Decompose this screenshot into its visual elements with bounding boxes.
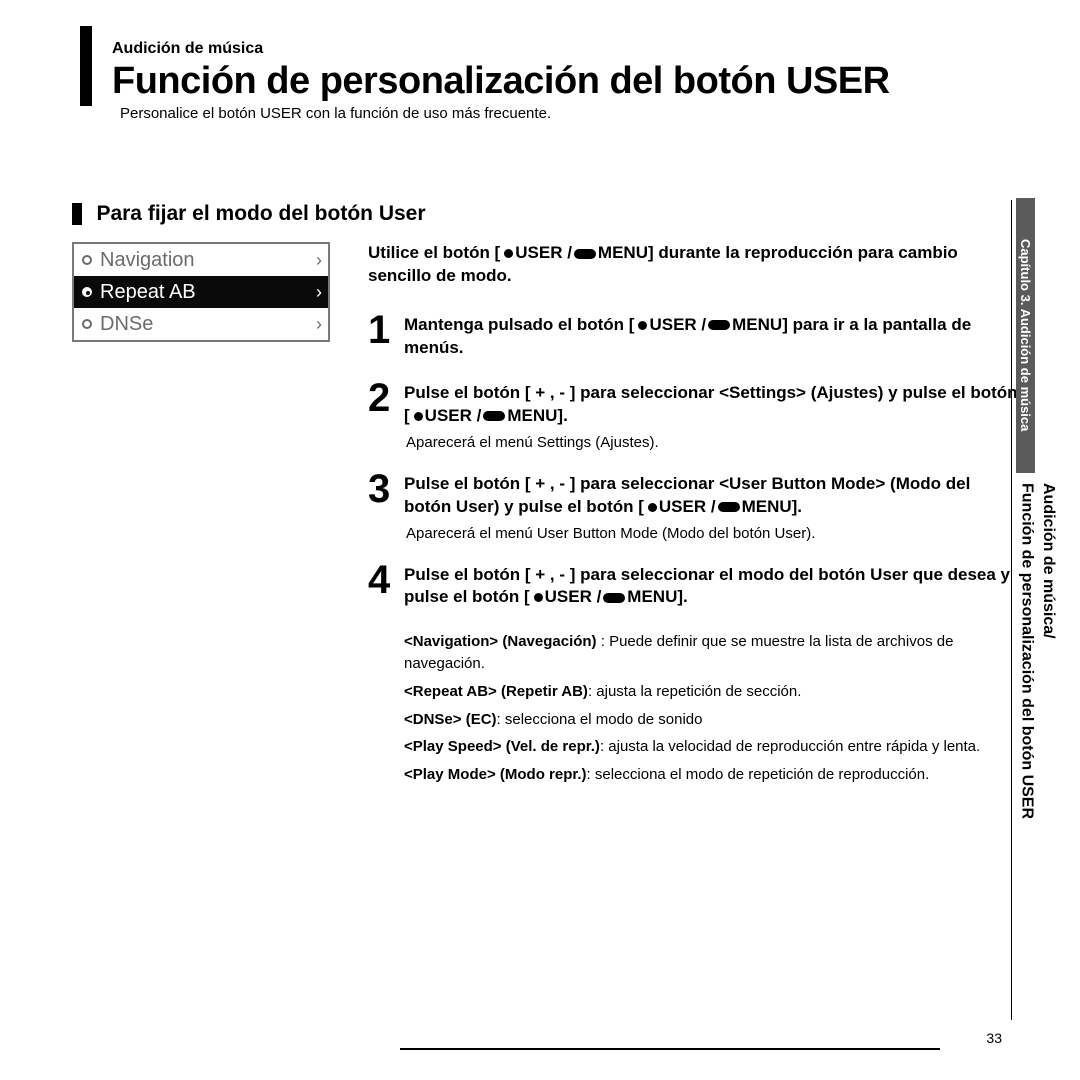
step-title: Pulse el botón [ + , - ] para selecciona… xyxy=(404,473,1020,519)
dot-icon xyxy=(504,249,513,258)
lead-pre: Utilice el botón [ xyxy=(368,243,500,262)
manual-page: Audición de música Función de personaliz… xyxy=(0,0,1080,1080)
radio-unselected-icon xyxy=(82,319,92,329)
page-number: 33 xyxy=(986,1030,1002,1046)
step-2: 2 Pulse el botón [ + , - ] para seleccio… xyxy=(368,382,1020,451)
step-1: 1 Mantenga pulsado el botón [USER /MENU]… xyxy=(368,314,1020,360)
dot-icon xyxy=(648,503,657,512)
device-screenshot: Navigation › Repeat AB › DNSe › xyxy=(72,242,330,792)
subsection-marker xyxy=(72,203,82,225)
instructions: Utilice el botón [USER /MENU] durante la… xyxy=(368,242,1020,792)
lcd-item-label: Repeat AB xyxy=(100,281,316,304)
step-number: 2 xyxy=(368,378,404,451)
subsection-heading: Para fijar el modo del botón User xyxy=(96,202,425,226)
lcd-item-repeat-ab: Repeat AB › xyxy=(74,276,328,308)
lcd-item-navigation: Navigation › xyxy=(74,244,328,276)
subsection: Para fijar el modo del botón User xyxy=(72,202,1020,226)
lcd-item-label: DNSe xyxy=(100,313,316,336)
dot-icon xyxy=(534,593,543,602)
side-tab: Capítulo 3. Audición de música Audición … xyxy=(1016,198,1036,1018)
header-marker xyxy=(80,26,92,106)
def-dnse: <DNSe> (EC): selecciona el modo de sonid… xyxy=(404,709,1020,731)
step-number: 3 xyxy=(368,469,404,542)
step-3: 3 Pulse el botón [ + , - ] para seleccio… xyxy=(368,473,1020,542)
chevron-right-icon: › xyxy=(316,250,322,271)
section-tab: Audición de música/ Función de personali… xyxy=(1016,473,1059,973)
oval-icon xyxy=(574,249,596,259)
step-number: 4 xyxy=(368,560,404,610)
lead-mid: USER / xyxy=(515,243,572,262)
radio-unselected-icon xyxy=(82,255,92,265)
oval-icon xyxy=(483,411,505,421)
dot-icon xyxy=(638,321,647,330)
dot-icon xyxy=(414,412,423,421)
definitions: <Navigation> (Navegación) : Puede defini… xyxy=(404,631,1020,786)
radio-selected-icon xyxy=(82,287,92,297)
page-title: Función de personalización del botón USE… xyxy=(112,60,1020,103)
chapter-tab: Capítulo 3. Audición de música xyxy=(1016,198,1035,473)
step-4: 4 Pulse el botón [ + , - ] para seleccio… xyxy=(368,564,1020,610)
chevron-right-icon: › xyxy=(316,314,322,335)
step-note: Aparecerá el menú Settings (Ajustes). xyxy=(406,434,1020,451)
step-title: Pulse el botón [ + , - ] para selecciona… xyxy=(404,382,1020,428)
def-play-speed: <Play Speed> (Vel. de repr.): ajusta la … xyxy=(404,736,1020,758)
lcd-item-label: Navigation xyxy=(100,249,316,272)
oval-icon xyxy=(603,593,625,603)
step-title: Mantenga pulsado el botón [USER /MENU] p… xyxy=(404,314,1020,360)
page-header: Audición de música Función de personaliz… xyxy=(112,40,1020,122)
side-divider xyxy=(1011,200,1012,1020)
content-row: Navigation › Repeat AB › DNSe › xyxy=(72,242,1020,792)
chevron-right-icon: › xyxy=(316,282,322,303)
page-subtext: Personalice el botón USER con la función… xyxy=(120,105,1020,122)
def-repeat-ab: <Repeat AB> (Repetir AB): ajusta la repe… xyxy=(404,681,1020,703)
def-navigation: <Navigation> (Navegación) : Puede defini… xyxy=(404,631,1020,675)
step-title: Pulse el botón [ + , - ] para selecciona… xyxy=(404,564,1020,610)
lead-text: Utilice el botón [USER /MENU] durante la… xyxy=(368,242,1020,288)
def-play-mode: <Play Mode> (Modo repr.): selecciona el … xyxy=(404,764,1020,786)
footer-rule xyxy=(400,1048,940,1050)
supheading: Audición de música xyxy=(112,40,1020,58)
oval-icon xyxy=(708,320,730,330)
step-number: 1 xyxy=(368,310,404,360)
lcd-item-dnse: DNSe › xyxy=(74,308,328,340)
oval-icon xyxy=(718,502,740,512)
step-note: Aparecerá el menú User Button Mode (Modo… xyxy=(406,525,1020,542)
